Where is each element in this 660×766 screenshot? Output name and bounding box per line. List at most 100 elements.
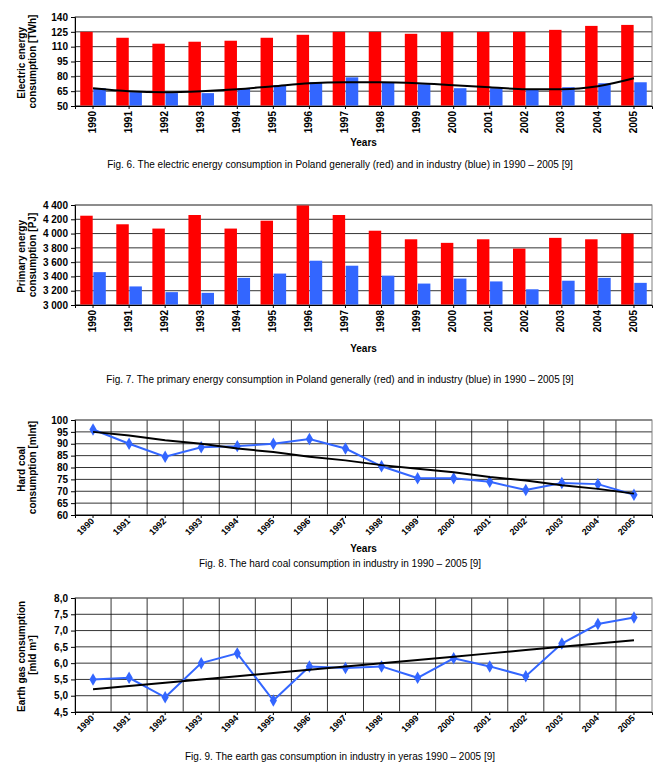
x-tick-label: 1995 [255,516,276,537]
x-tick-label: 1999 [411,310,422,333]
grid-line [75,219,652,220]
marker [486,660,493,672]
x-tick-label: 2004 [580,516,601,537]
bar [621,25,633,106]
x-tick-label: 1995 [255,713,276,734]
x-tick: 1996 [303,305,314,332]
y-tick-label: 75 [57,474,69,485]
x-tick-mark [93,515,94,518]
bar [202,93,214,106]
bar [224,229,236,305]
x-tick-label: 1997 [327,516,348,537]
x-tick-mark [237,305,238,308]
x-tick-mark [129,106,130,109]
x-tick: 1991 [111,712,132,734]
x-tick: 1991 [111,515,132,537]
x-tick-label: 1992 [147,713,168,734]
x-tick-mark [381,712,382,715]
plot-background [75,598,652,712]
bar [129,286,141,305]
bar [621,234,633,305]
grid-line-vertical [219,420,220,515]
x-tick-label: 1998 [363,516,384,537]
x-tick-mark [489,515,490,518]
bar [93,88,105,106]
x-tick-mark [165,305,166,308]
y-axis: 3 0003 2003 4003 6003 8004 0004 2004 400 [43,200,76,311]
x-tick: 2003 [555,305,566,332]
y-axis-title: Hard coal consumption [mlnt] [16,421,38,514]
x-tick: 1997 [339,305,350,332]
x-tick: 2000 [447,305,458,332]
x-tick-mark [525,305,526,308]
x-tick: 2001 [472,712,493,734]
grid-line-vertical [507,598,508,712]
y-tick-label: 4 000 [43,228,68,239]
grid [75,205,652,305]
x-tick-mark [381,515,382,518]
x-tick-mark [309,712,310,715]
bar [274,85,286,106]
y-tick: 5,5 [54,674,75,685]
y-tick-mark [71,444,75,445]
x-tick-mark [525,712,526,715]
x-tick-label: 1997 [339,111,350,134]
x-tick-mark [201,515,202,518]
x-tick: 2005 [616,515,637,537]
y-tick-mark [71,647,75,648]
x-tick-mark [561,106,562,109]
x-tick: 1993 [195,106,206,133]
y-tick-label: 6,0 [54,658,68,669]
bar [202,293,214,305]
bar [382,276,394,305]
x-tick: 2004 [580,712,601,734]
x-tick-label: 1999 [411,111,422,134]
x-tick-label: 2002 [508,516,529,537]
y-tick-mark [71,106,75,107]
x-tick-mark [597,305,598,308]
x-tick-mark [453,712,454,715]
y-axis-title: Earth gas consumption [mld m³] [16,598,38,712]
x-tick: 1997 [327,712,348,734]
y-tick-mark [71,491,75,492]
bar [634,283,646,305]
grid-line-vertical [543,598,544,712]
line [93,432,634,494]
x-tick-label: 1992 [147,516,168,537]
x-tick: 1995 [267,305,278,332]
caption: Fig. 7. The primary energy consumption i… [106,374,574,385]
bar [418,284,430,305]
marker [270,694,277,706]
grid-line-vertical [255,420,256,515]
y-tick-label: 140 [51,12,68,23]
x-tick-label: 1993 [183,713,204,734]
y-tick-label: 3 000 [43,300,68,311]
x-tick-label: 1994 [231,310,242,333]
x-tick: 2001 [483,106,494,133]
y-tick-mark [71,503,75,504]
y-axis: 6065707580859095100 [51,415,75,521]
x-axis: 1990199119921993199419951996199719981999… [76,305,653,332]
y-tick-label: 70 [57,486,69,497]
x-tick-label: 1990 [87,310,98,333]
chart-root: 5065809511012514019901991199219931994199… [0,0,660,766]
grid-line-vertical [111,598,112,712]
plot-frame [75,17,652,106]
plot-frame [75,420,652,515]
x-tick-mark [381,305,382,308]
bar [549,238,561,305]
x-tick-label: 1996 [291,713,312,734]
x-tick-mark [237,106,238,109]
x-tick-label: 1994 [219,516,240,537]
y-tick-label: 80 [57,71,69,82]
y-axis-line [71,18,76,107]
x-tick: 2002 [519,106,530,133]
line [93,640,634,689]
marks [89,423,637,501]
x-tick-mark [273,515,274,518]
x-tick-mark [597,515,598,518]
x-tick: 2005 [616,712,637,734]
marker [125,438,132,450]
y-tick-label: 65 [57,86,69,97]
x-tick: 1998 [375,106,386,133]
